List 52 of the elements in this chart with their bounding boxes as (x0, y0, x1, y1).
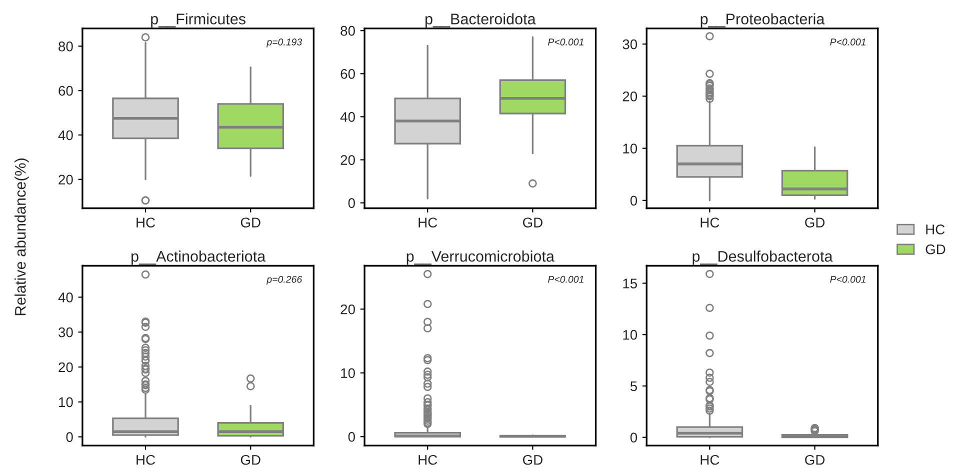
chart-title: p__Firmicutes (151, 13, 246, 28)
y-tick-label: 0 (348, 198, 355, 208)
chart-title: p__Actinobacteriota (132, 250, 266, 265)
chart-title: p__Desulfobacterota (692, 250, 833, 265)
y-tick-label: 10 (59, 397, 73, 408)
y-tick-label: 80 (58, 42, 73, 52)
y-tick-label: 20 (58, 362, 73, 372)
y-tick-label: 10 (623, 144, 638, 154)
x-tick-label: GD (805, 218, 825, 228)
x-tick-label: HC (418, 218, 438, 228)
y-tick-label: 30 (622, 39, 638, 50)
y-tick-label: 20 (340, 155, 355, 165)
y-tick-label: 40 (58, 130, 73, 140)
y-tick-label: 20 (58, 174, 73, 185)
legend-label: GD (926, 244, 946, 254)
x-tick-label: GD (522, 454, 542, 465)
y-tick-label: 0 (66, 432, 73, 442)
y-tick-label: 0 (630, 432, 638, 443)
x-tick-label: GD (522, 218, 542, 228)
legend-label: HC (926, 224, 945, 234)
x-tick-label: HC (136, 454, 156, 465)
y-tick-label: 0 (348, 432, 355, 442)
y-tick-label: 40 (58, 292, 73, 302)
y-tick-label: 30 (58, 327, 73, 338)
x-tick-label: HC (136, 218, 156, 228)
y-tick-label: 10 (341, 368, 355, 378)
y-tick-label: 10 (623, 330, 638, 340)
y-axis-title: Relative abundance(%) (14, 158, 29, 316)
y-tick-label: 15 (623, 278, 638, 288)
x-tick-label: HC (700, 218, 720, 228)
annotation: p=0.266 (266, 276, 302, 285)
y-tick-label: 40 (340, 112, 355, 122)
y-tick-label: 20 (622, 92, 638, 102)
x-tick-label: HC (418, 454, 438, 465)
annotation: P<0.001 (548, 38, 584, 46)
x-tick-label: GD (240, 218, 260, 228)
annotation: P<0.001 (830, 276, 866, 283)
x-tick-label: GD (240, 454, 260, 465)
chart-title: p__Bacteroidota (426, 13, 536, 28)
y-tick-label: 80 (340, 26, 355, 36)
chart-title: p__Verrucomicrobiota (406, 250, 554, 265)
x-tick-label: HC (700, 454, 720, 465)
y-tick-label: 20 (340, 304, 355, 314)
y-tick-label: 60 (340, 68, 355, 79)
chart-title: p__Proteobacteria (700, 13, 825, 28)
annotation: P<0.001 (830, 38, 866, 46)
annotation: P<0.001 (548, 276, 584, 283)
y-tick-label: 0 (630, 196, 638, 206)
x-tick-label: GD (805, 454, 825, 465)
y-tick-label: 5 (630, 381, 638, 392)
y-tick-label: 60 (58, 86, 73, 96)
annotation: p=0.193 (266, 38, 302, 48)
